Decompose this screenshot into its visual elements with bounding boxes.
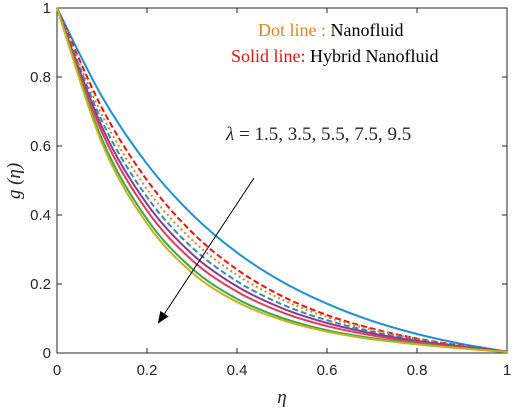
x-tick-label: 0.8	[407, 362, 428, 379]
lambda-annotation: λ = 1.5, 3.5, 5.5, 7.5, 9.5	[225, 124, 411, 145]
y-tick-label: 1	[43, 0, 51, 17]
x-tick-label: 0.4	[227, 362, 248, 379]
x-axis-label: η	[277, 387, 286, 408]
x-tick-label: 0.2	[137, 362, 158, 379]
lambda-symbol: λ	[225, 124, 234, 145]
y-tick-label: 0.2	[30, 276, 51, 293]
x-tick-label: 0.6	[317, 362, 338, 379]
series-line-1	[56, 7, 508, 353]
series-layer	[56, 7, 508, 353]
legend-key-solid-line: Solid line	[231, 46, 301, 66]
x-axis-ticks: 0 0.2 0.4 0.6 0.8 1	[53, 8, 511, 379]
x-tick-label: 1	[503, 362, 511, 379]
y-axis-ticks: 0 0.2 0.4 0.6 0.8 1	[30, 0, 507, 362]
series-line-8	[56, 7, 508, 353]
y-tick-label: 0.6	[30, 138, 51, 155]
legend-desc-hybrid-nanofluid: Hybrid Nanofluid	[310, 46, 438, 66]
y-tick-label: 0.8	[30, 69, 51, 86]
legend-separator: :	[317, 20, 331, 40]
plot-area-frame	[56, 7, 508, 354]
legend-entry-hybrid-nanofluid: Solid line: Hybrid Nanofluid	[231, 46, 439, 66]
series-line-6	[56, 7, 508, 353]
legend-key-dot-line: Dot line	[258, 20, 317, 40]
y-tick-label: 0.4	[30, 207, 51, 224]
y-tick-label: 0	[43, 345, 51, 362]
series-line-2	[56, 7, 508, 353]
legend-entry-nanofluid: Dot line : Nanofluid	[258, 20, 404, 40]
series-line-3	[56, 7, 508, 353]
series-line-5	[56, 7, 508, 353]
y-axis-label: g (η)	[4, 163, 25, 199]
legend-desc-nanofluid: Nanofluid	[331, 20, 404, 40]
legend-separator: :	[301, 46, 311, 66]
direction-arrow	[157, 177, 255, 324]
legend: Dot line : Nanofluid Solid line: Hybrid …	[231, 20, 439, 66]
x-tick-label: 0	[53, 362, 61, 379]
lambda-values: = 1.5, 3.5, 5.5, 7.5, 9.5	[234, 124, 411, 145]
